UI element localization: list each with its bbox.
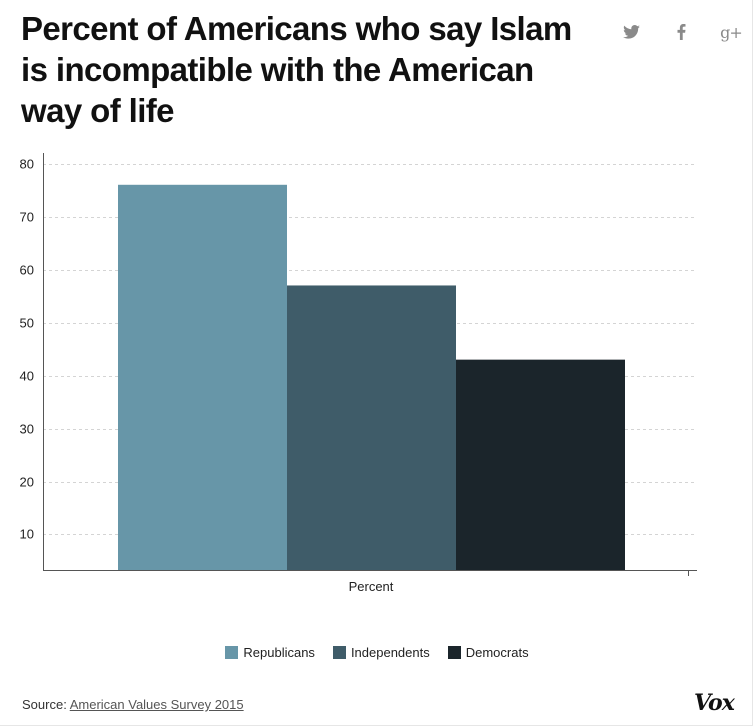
- legend-item-republicans: Republicans: [225, 645, 315, 660]
- google-plus-icon: g+: [720, 22, 743, 42]
- legend-label-republicans: Republicans: [243, 645, 315, 660]
- bar-democrats: [456, 359, 625, 570]
- y-tick-label-40: 40: [20, 369, 34, 384]
- y-tick-label-20: 20: [20, 475, 34, 490]
- legend-swatch-independents: [332, 646, 346, 659]
- y-tick-label-30: 30: [20, 422, 34, 437]
- bars: [118, 184, 625, 570]
- bar-independents: [287, 285, 456, 570]
- google-plus-share-button[interactable]: g+: [718, 20, 744, 44]
- legend-swatch-democrats: [447, 646, 461, 659]
- legend-item-independents: Independents: [332, 645, 430, 660]
- y-tick-label-70: 70: [20, 210, 34, 225]
- source-line: Source: American Values Survey 2015: [22, 697, 244, 712]
- bar-chart: 10 20 30 40 50 60 70 80 Percent: [20, 153, 697, 595]
- tick-labels: 10 20 30 40 50 60 70 80 Percent: [20, 157, 394, 595]
- y-tick-label-10: 10: [20, 527, 34, 542]
- facebook-share-button[interactable]: [672, 20, 690, 44]
- legend-item-democrats: Democrats: [447, 645, 529, 660]
- chart-title: Percent of Americans who say Islam is in…: [21, 10, 572, 129]
- source-link[interactable]: American Values Survey 2015: [69, 697, 244, 712]
- legend-label-independents: Independents: [350, 645, 430, 660]
- legend-label-democrats: Democrats: [465, 645, 529, 660]
- chart-legend: Republicans Independents Democrats: [0, 645, 754, 660]
- y-tick-label-50: 50: [20, 316, 34, 331]
- y-tick-label-60: 60: [20, 263, 34, 278]
- twitter-share-button[interactable]: [620, 20, 642, 44]
- source-label: Source:: [22, 697, 67, 712]
- twitter-icon: [622, 25, 640, 39]
- vox-logo: Vox: [694, 690, 735, 716]
- bar-republicans: [118, 184, 287, 570]
- y-tick-label-80: 80: [20, 157, 34, 172]
- facebook-icon: [677, 24, 685, 40]
- axes: [43, 153, 697, 576]
- x-category-label: Percent: [349, 579, 394, 594]
- legend-swatch-republicans: [225, 646, 239, 659]
